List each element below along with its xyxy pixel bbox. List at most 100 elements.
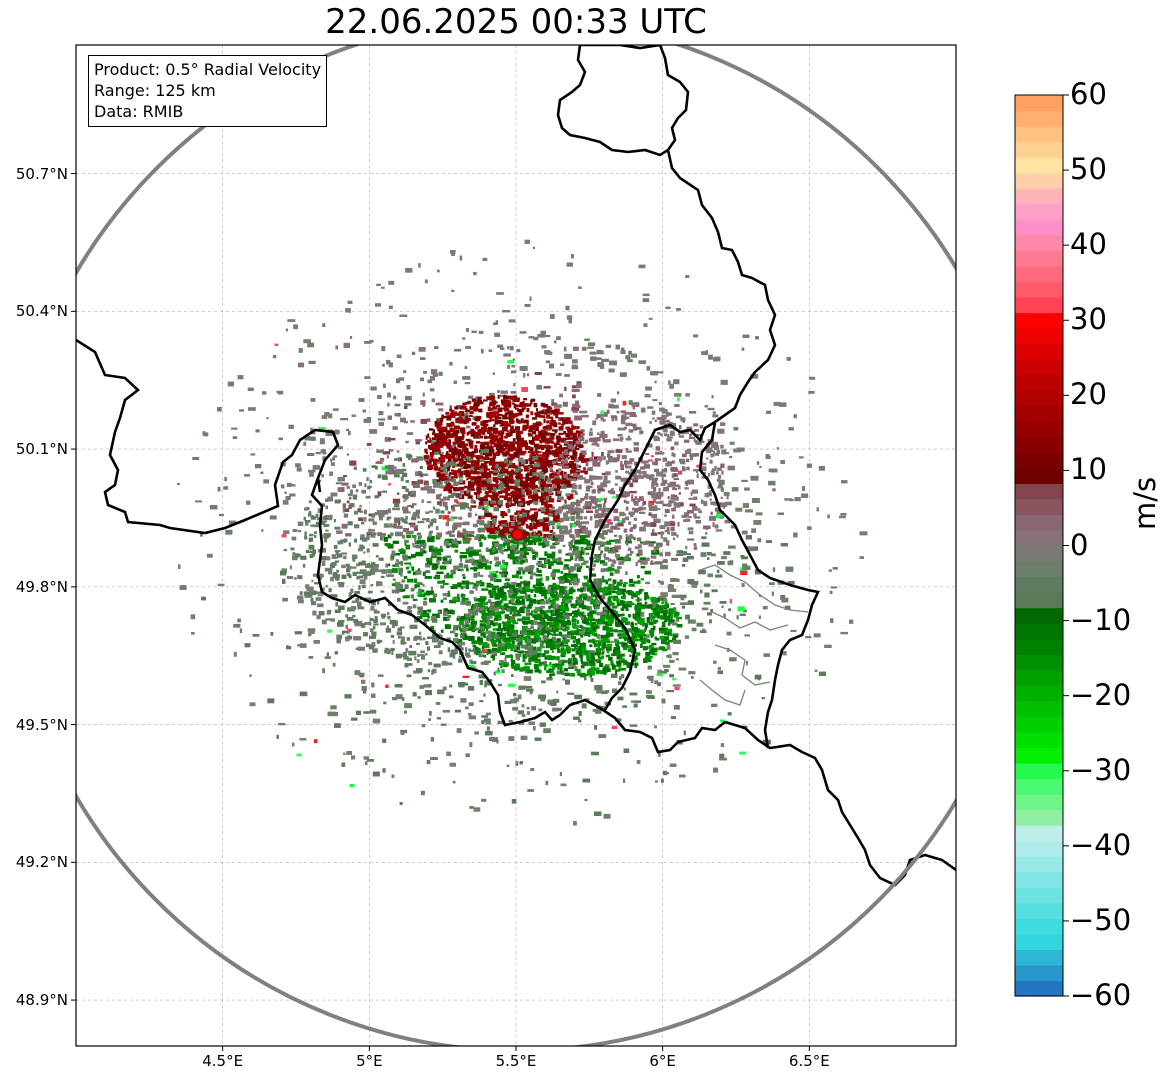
velocity-pixel	[639, 611, 645, 617]
velocity-pixel	[510, 699, 518, 704]
velocity-pixel	[553, 412, 559, 416]
velocity-pixel	[330, 458, 333, 463]
velocity-pixel	[346, 453, 350, 456]
velocity-pixel	[743, 609, 747, 613]
velocity-pixel	[512, 498, 519, 502]
velocity-pixel	[565, 433, 570, 438]
velocity-pixel	[423, 371, 427, 374]
velocity-pixel	[672, 607, 677, 612]
velocity-pixel	[422, 404, 425, 407]
velocity-pixel	[556, 469, 559, 473]
velocity-pixel	[594, 709, 602, 714]
velocity-pixel	[552, 459, 557, 462]
velocity-pixel	[384, 650, 389, 654]
velocity-pixel	[317, 508, 323, 514]
velocity-pixel	[495, 570, 499, 574]
velocity-pixel	[417, 472, 423, 476]
velocity-pixel	[363, 711, 370, 714]
velocity-pixel	[678, 471, 681, 475]
velocity-pixel	[678, 667, 687, 671]
velocity-pixel	[428, 718, 431, 721]
velocity-pixel	[604, 525, 609, 529]
velocity-pixel	[523, 373, 526, 378]
velocity-pixel	[859, 556, 864, 559]
velocity-pixel	[285, 328, 288, 332]
velocity-pixel	[527, 570, 532, 574]
velocity-pixel	[437, 269, 440, 273]
velocity-pixel	[507, 434, 511, 437]
velocity-pixel	[479, 534, 485, 538]
velocity-pixel	[523, 465, 528, 469]
velocity-pixel	[568, 447, 572, 452]
velocity-pixel	[420, 419, 428, 424]
velocity-pixel	[361, 679, 366, 684]
velocity-pixel	[446, 517, 451, 522]
velocity-pixel	[519, 331, 527, 334]
velocity-pixel	[525, 524, 529, 529]
velocity-pixel	[492, 372, 495, 375]
velocity-pixel	[322, 323, 326, 327]
velocity-pixel	[574, 415, 582, 421]
velocity-pixel	[344, 694, 352, 699]
velocity-pixel	[805, 636, 812, 639]
velocity-pixel	[464, 366, 468, 369]
velocity-pixel	[502, 592, 507, 597]
velocity-pixel	[504, 412, 510, 415]
velocity-pixel	[477, 463, 480, 468]
velocity-pixel	[553, 462, 558, 465]
velocity-pixel	[600, 410, 605, 415]
velocity-pixel	[512, 707, 519, 711]
velocity-pixel	[465, 548, 472, 554]
velocity-pixel	[497, 720, 505, 725]
velocity-pixel	[513, 454, 519, 458]
velocity-pixel	[480, 435, 484, 439]
velocity-pixel	[404, 405, 408, 409]
velocity-pixel	[324, 656, 331, 659]
velocity-pixel	[604, 499, 607, 503]
velocity-pixel	[511, 446, 516, 451]
velocity-pixel	[563, 421, 569, 425]
velocity-pixel	[684, 635, 689, 639]
velocity-pixel	[481, 484, 484, 488]
velocity-pixel	[542, 452, 548, 458]
velocity-pixel	[427, 669, 430, 673]
velocity-pixel	[532, 466, 537, 470]
velocity-pixel	[694, 516, 701, 519]
velocity-pixel	[379, 457, 385, 462]
velocity-pixel	[675, 578, 680, 582]
velocity-pixel	[459, 555, 468, 559]
velocity-pixel	[541, 462, 548, 467]
velocity-pixel	[559, 772, 562, 776]
velocity-pixel	[723, 551, 731, 555]
velocity-pixel	[696, 464, 701, 468]
velocity-pixel	[539, 497, 545, 503]
velocity-pixel	[561, 601, 564, 607]
velocity-pixel	[405, 566, 410, 570]
velocity-pixel	[228, 520, 237, 525]
velocity-pixel	[447, 466, 450, 472]
velocity-pixel	[840, 631, 848, 635]
velocity-pixel	[465, 706, 469, 710]
velocity-pixel	[482, 479, 488, 485]
velocity-pixel	[449, 412, 456, 416]
velocity-pixel	[651, 455, 654, 458]
velocity-pixel	[685, 518, 691, 522]
velocity-pixel	[512, 493, 518, 497]
velocity-pixel	[442, 501, 448, 507]
velocity-pixel	[578, 529, 583, 534]
velocity-pixel	[620, 556, 625, 561]
velocity-pixel	[632, 507, 635, 511]
velocity-pixel	[200, 533, 203, 537]
velocity-pixel	[509, 418, 514, 424]
velocity-pixel	[518, 685, 526, 690]
velocity-pixel	[506, 430, 509, 433]
velocity-pixel	[813, 633, 821, 638]
velocity-pixel	[502, 427, 508, 432]
velocity-pixel	[584, 479, 590, 484]
velocity-pixel	[645, 386, 652, 391]
velocity-pixel	[762, 606, 768, 610]
velocity-pixel	[497, 344, 504, 348]
velocity-pixel	[634, 496, 638, 500]
velocity-pixel	[636, 427, 641, 430]
velocity-pixel	[485, 423, 489, 427]
